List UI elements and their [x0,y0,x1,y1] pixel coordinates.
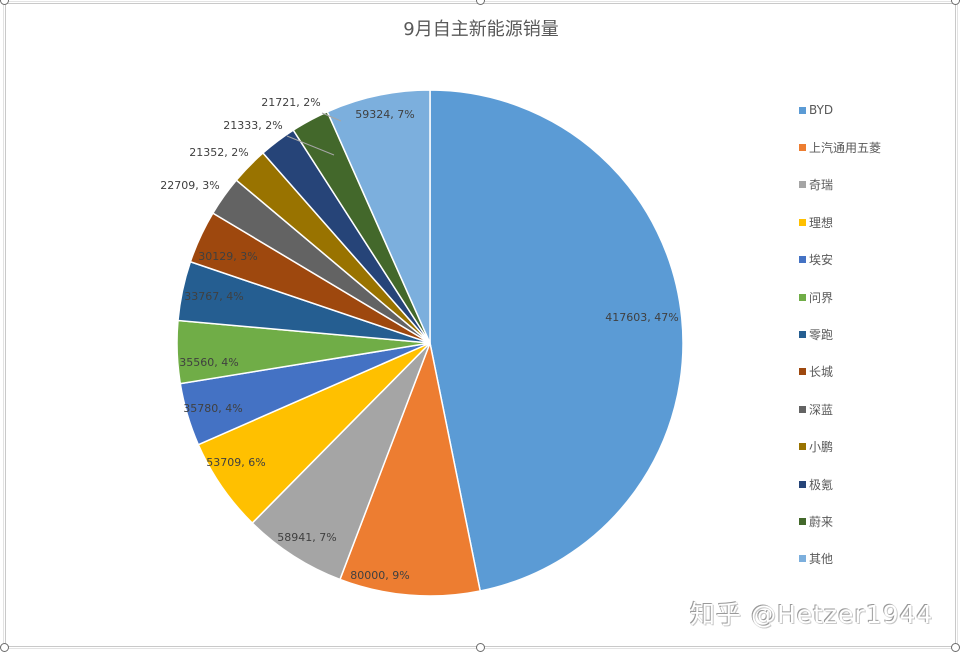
legend-swatch [799,181,806,189]
legend-label: 其他 [809,552,834,567]
legend-swatch [799,218,806,226]
data-label[interactable]: 21721, 2% [261,96,320,109]
legend-item[interactable]: 问界 [799,288,833,306]
leader-line [286,135,335,156]
legend-item[interactable]: 理想 [799,213,833,231]
legend-swatch [799,443,806,451]
data-label[interactable]: 417603, 47% [605,311,678,324]
leader-lines [286,112,342,156]
legend-label: 小鹏 [809,440,834,455]
legend-swatch [799,293,806,301]
legend-label: 问界 [809,290,834,305]
legend-item[interactable]: 长城 [799,363,833,381]
pie-slice-1[interactable] [429,89,684,592]
chart-title[interactable]: 9月自主新能源销量 [403,19,559,40]
legend-label: 蔚来 [809,514,834,529]
legend-item[interactable]: 小鹏 [799,438,833,456]
legend-label: 理想 [809,215,834,230]
watermark: 知乎 @Hetzer1944 [690,600,934,629]
data-label[interactable]: 80000, 9% [350,569,409,582]
legend-item[interactable]: 奇瑞 [799,176,833,194]
legend-label: 零跑 [809,327,834,342]
data-label[interactable]: 33767, 4% [184,290,243,303]
leader-line [321,112,342,122]
legend-swatch [799,517,806,525]
legend-item[interactable]: 极氪 [799,475,833,493]
resize-handle-top-left[interactable] [0,0,9,5]
legend-label: 极氪 [809,477,834,492]
legend-label: BYD [809,103,834,117]
legend-label: 埃安 [809,253,834,268]
legend-item[interactable]: 蔚来 [799,512,833,530]
data-label[interactable]: 53709, 6% [206,456,265,469]
resize-handle-top-center[interactable] [476,0,485,5]
pie-slice-2[interactable] [339,340,482,597]
data-label[interactable]: 58941, 7% [277,531,336,544]
legend-swatch [799,555,806,563]
data-label[interactable]: 21352, 2% [189,146,248,159]
data-label[interactable]: 30129, 3% [198,250,257,263]
legend-swatch [799,143,806,151]
data-labels: 417603, 47% 80000, 9% 58941, 7% 53709, 6% 35… [160,96,678,582]
legend-swatch [799,480,806,488]
data-label[interactable]: 59324, 7% [355,108,414,121]
legend-label: 奇瑞 [809,178,834,193]
legend-label: 深蓝 [809,402,834,417]
legend-item[interactable]: 零跑 [799,325,833,343]
resize-handle-top-right[interactable] [951,0,960,5]
legend-item[interactable]: BYD [799,101,833,119]
legend-label: 上汽通用五菱 [809,140,882,155]
legend-swatch [799,106,806,114]
data-label[interactable]: 22709, 3% [160,179,219,192]
legend-item[interactable]: 埃安 [799,251,833,269]
legend-swatch [799,368,806,376]
pie-slice-13[interactable] [326,89,431,344]
data-label[interactable]: 35560, 4% [179,356,238,369]
legend-label: 长城 [809,365,834,380]
legend-swatch [799,405,806,413]
data-label[interactable]: 35780, 4% [183,402,242,415]
pie-slices [176,89,684,597]
legend-swatch [799,330,806,338]
data-label[interactable]: 21333, 2% [223,119,282,132]
legend-swatch [799,256,806,264]
legend-item[interactable]: 其他 [799,550,833,568]
legend-item[interactable]: 深蓝 [799,400,833,418]
legend-item[interactable]: 上汽通用五菱 [799,138,881,156]
